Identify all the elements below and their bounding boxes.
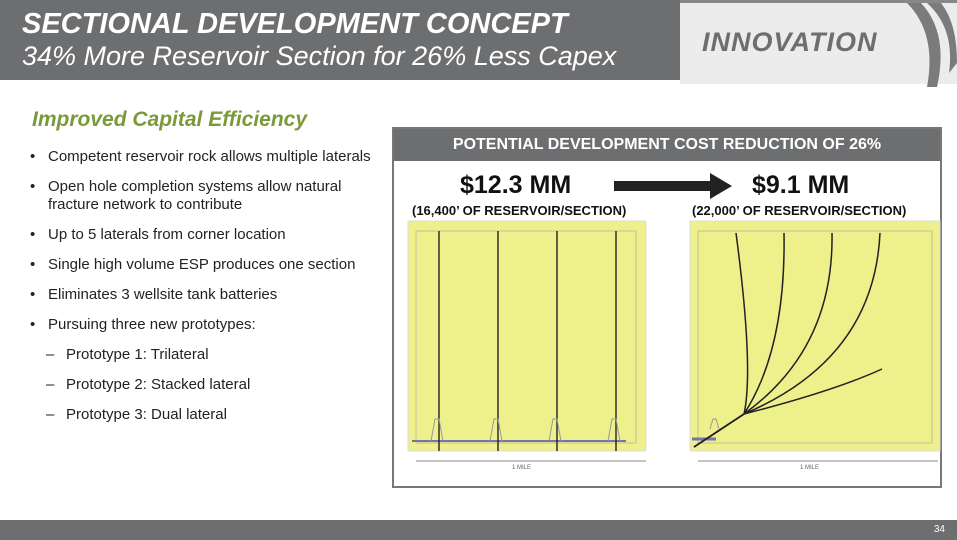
bullet-item: • Single high volume ESP produces one sec… — [30, 256, 380, 274]
bullet-item: – Prototype 3: Dual lateral — [30, 406, 380, 424]
logo-swoosh-icon — [907, 3, 957, 87]
bullet-list: • Competent reservoir rock allows multipl… — [30, 148, 380, 436]
right-section-diagram — [689, 220, 941, 462]
bullet-marker: • — [30, 286, 36, 303]
bullet-item: • Up to 5 laterals from corner location — [30, 226, 380, 244]
left-cost: $12.3 MM — [460, 171, 572, 199]
bullet-text: Eliminates 3 wellsite tank batteries — [48, 286, 278, 303]
bullet-marker: • — [30, 148, 36, 165]
diagrams — [407, 220, 941, 462]
bullet-text: Prototype 1: Trilateral — [66, 346, 209, 363]
cost-figure: POTENTIAL DEVELOPMENT COST REDUCTION OF … — [392, 127, 942, 488]
slide-title: SECTIONAL DEVELOPMENT CONCEPT — [22, 8, 568, 40]
left-scale-label: 1 MILE — [512, 465, 532, 471]
bullet-marker: – — [46, 346, 55, 363]
left-section-diagram — [407, 220, 647, 462]
bullet-marker: • — [30, 178, 36, 195]
arrow-icon — [614, 173, 732, 199]
left-reservoir: (16,400’ OF RESERVOIR/SECTION) — [412, 203, 627, 218]
bullet-item: • Open hole completion systems allow natu… — [30, 178, 380, 214]
bullet-item: – Prototype 2: Stacked lateral — [30, 376, 380, 394]
figure-title: POTENTIAL DEVELOPMENT COST REDUCTION OF … — [394, 129, 940, 161]
bullet-marker: – — [46, 406, 55, 423]
bullet-text: Open hole completion systems allow natur… — [48, 178, 342, 213]
badge-label: INNOVATION — [702, 27, 878, 57]
bullet-item: – Prototype 1: Trilateral — [30, 346, 380, 364]
right-reservoir: (22,000’ OF RESERVOIR/SECTION) — [692, 203, 907, 218]
page-number: 34 — [933, 524, 945, 535]
right-cost: $9.1 MM — [752, 171, 850, 199]
bullet-marker: • — [30, 256, 36, 273]
bullet-text: Prototype 2: Stacked lateral — [66, 376, 251, 393]
bullet-marker: • — [30, 316, 36, 333]
bullet-item: • Pursuing three new prototypes: — [30, 316, 380, 334]
slide-subtitle: 34% More Reservoir Section for 26% Less … — [22, 41, 617, 71]
bullet-text: Up to 5 laterals from corner location — [48, 226, 286, 243]
footer-bar: 34 — [0, 520, 957, 540]
title-banner: SECTIONAL DEVELOPMENT CONCEPT 34% More R… — [0, 0, 680, 80]
bullet-text: Single high volume ESP produces one sect… — [48, 256, 356, 273]
bullet-item: • Eliminates 3 wellsite tank batteries — [30, 286, 380, 304]
bullet-text: Competent reservoir rock allows multiple… — [48, 148, 371, 165]
bullet-marker: • — [30, 226, 36, 243]
bullet-item: • Competent reservoir rock allows multipl… — [30, 148, 380, 166]
bullet-marker: – — [46, 376, 55, 393]
section-title: Improved Capital Efficiency — [32, 108, 308, 131]
right-scale-label: 1 MILE — [800, 465, 820, 471]
bullet-text: Prototype 3: Dual lateral — [66, 406, 227, 423]
innovation-badge: INNOVATION — [680, 0, 957, 87]
bullet-text: Pursuing three new prototypes: — [48, 316, 256, 333]
